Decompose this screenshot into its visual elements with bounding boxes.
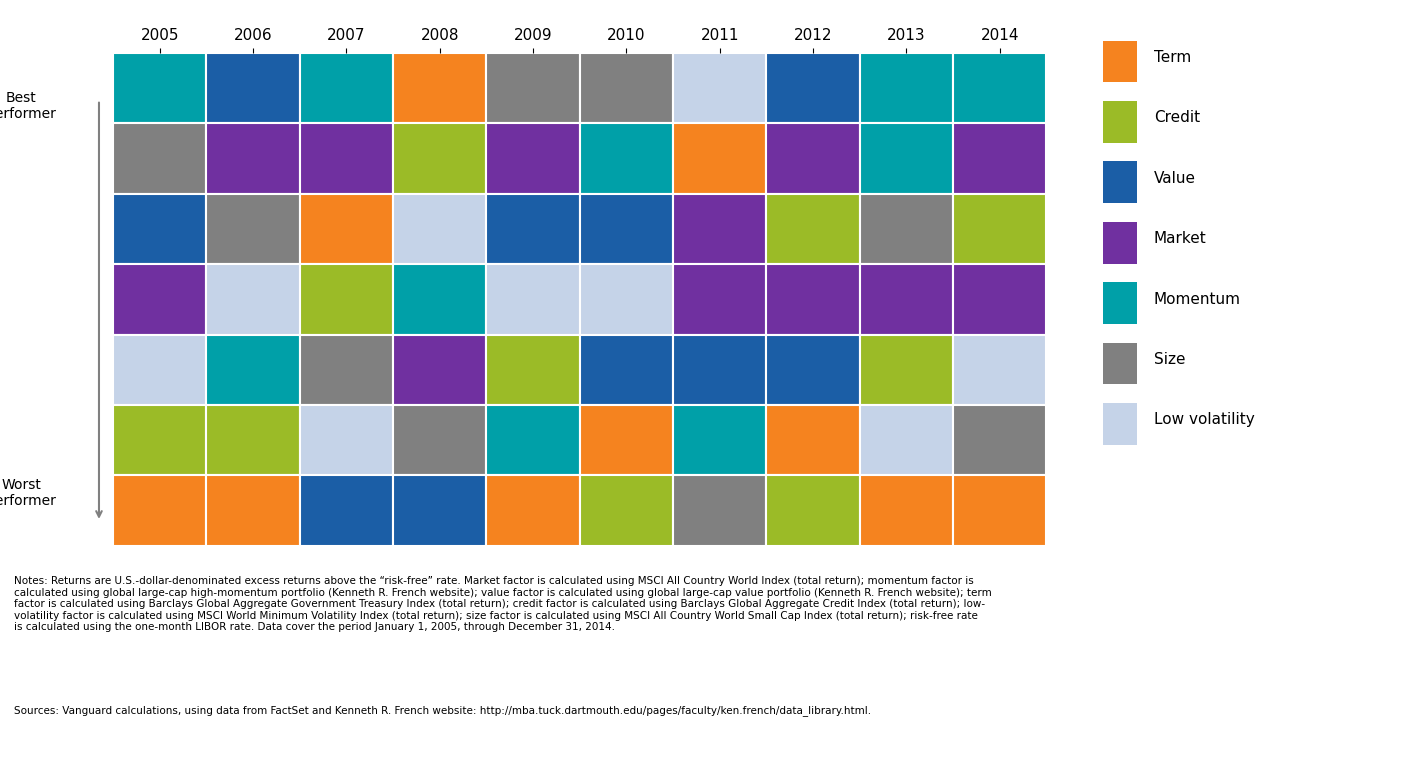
Bar: [393, 334, 486, 405]
Bar: [953, 194, 1046, 265]
Bar: [766, 265, 860, 334]
FancyBboxPatch shape: [1103, 282, 1137, 324]
Bar: [673, 124, 766, 194]
FancyBboxPatch shape: [1103, 161, 1137, 203]
Bar: [580, 194, 673, 265]
Bar: [860, 265, 953, 334]
Bar: [486, 475, 580, 546]
Bar: [580, 475, 673, 546]
Bar: [766, 334, 860, 405]
Bar: [860, 405, 953, 475]
Bar: [486, 194, 580, 265]
Bar: [206, 265, 300, 334]
Bar: [580, 265, 673, 334]
Bar: [486, 265, 580, 334]
Text: Momentum: Momentum: [1154, 292, 1241, 306]
Bar: [113, 334, 206, 405]
Text: Sources: Vanguard calculations, using data from FactSet and Kenneth R. French we: Sources: Vanguard calculations, using da…: [14, 705, 871, 716]
Bar: [860, 124, 953, 194]
Bar: [206, 53, 300, 124]
Bar: [486, 405, 580, 475]
Bar: [300, 265, 393, 334]
Bar: [860, 475, 953, 546]
Bar: [113, 265, 206, 334]
Bar: [113, 194, 206, 265]
Bar: [206, 334, 300, 405]
Bar: [673, 334, 766, 405]
Bar: [113, 405, 206, 475]
Bar: [673, 475, 766, 546]
Bar: [393, 475, 486, 546]
Bar: [486, 334, 580, 405]
Text: Low volatility: Low volatility: [1154, 412, 1254, 428]
Bar: [300, 194, 393, 265]
Bar: [953, 334, 1046, 405]
Bar: [766, 405, 860, 475]
Text: Term: Term: [1154, 50, 1191, 64]
Bar: [953, 405, 1046, 475]
Bar: [206, 194, 300, 265]
Bar: [860, 53, 953, 124]
FancyBboxPatch shape: [1103, 403, 1137, 445]
Bar: [673, 194, 766, 265]
Bar: [580, 124, 673, 194]
Bar: [953, 53, 1046, 124]
Bar: [113, 475, 206, 546]
Bar: [766, 475, 860, 546]
Bar: [113, 53, 206, 124]
Bar: [953, 265, 1046, 334]
FancyBboxPatch shape: [1103, 40, 1137, 82]
Text: Notes: Returns are U.S.-dollar-denominated excess returns above the “risk-free” : Notes: Returns are U.S.-dollar-denominat…: [14, 576, 991, 632]
Bar: [580, 53, 673, 124]
FancyBboxPatch shape: [1103, 222, 1137, 264]
Bar: [580, 405, 673, 475]
Bar: [206, 405, 300, 475]
Bar: [673, 405, 766, 475]
Bar: [206, 124, 300, 194]
Text: Size: Size: [1154, 352, 1185, 367]
Bar: [860, 194, 953, 265]
Text: Credit: Credit: [1154, 110, 1200, 125]
Bar: [300, 334, 393, 405]
Bar: [393, 53, 486, 124]
Bar: [953, 124, 1046, 194]
Bar: [860, 334, 953, 405]
FancyBboxPatch shape: [1103, 101, 1137, 143]
Bar: [300, 53, 393, 124]
Bar: [206, 475, 300, 546]
Bar: [953, 475, 1046, 546]
FancyBboxPatch shape: [1103, 343, 1137, 384]
Bar: [300, 124, 393, 194]
Bar: [766, 194, 860, 265]
Bar: [580, 334, 673, 405]
Bar: [486, 124, 580, 194]
Bar: [393, 194, 486, 265]
Bar: [393, 265, 486, 334]
Text: Best
performer: Best performer: [0, 91, 57, 121]
Bar: [766, 124, 860, 194]
Bar: [766, 53, 860, 124]
Bar: [486, 53, 580, 124]
Bar: [393, 405, 486, 475]
Text: Worst
performer: Worst performer: [0, 478, 57, 508]
Bar: [673, 265, 766, 334]
Text: Value: Value: [1154, 171, 1196, 186]
Bar: [300, 405, 393, 475]
Text: Market: Market: [1154, 231, 1206, 246]
Bar: [673, 53, 766, 124]
Bar: [113, 124, 206, 194]
Bar: [393, 124, 486, 194]
Bar: [300, 475, 393, 546]
